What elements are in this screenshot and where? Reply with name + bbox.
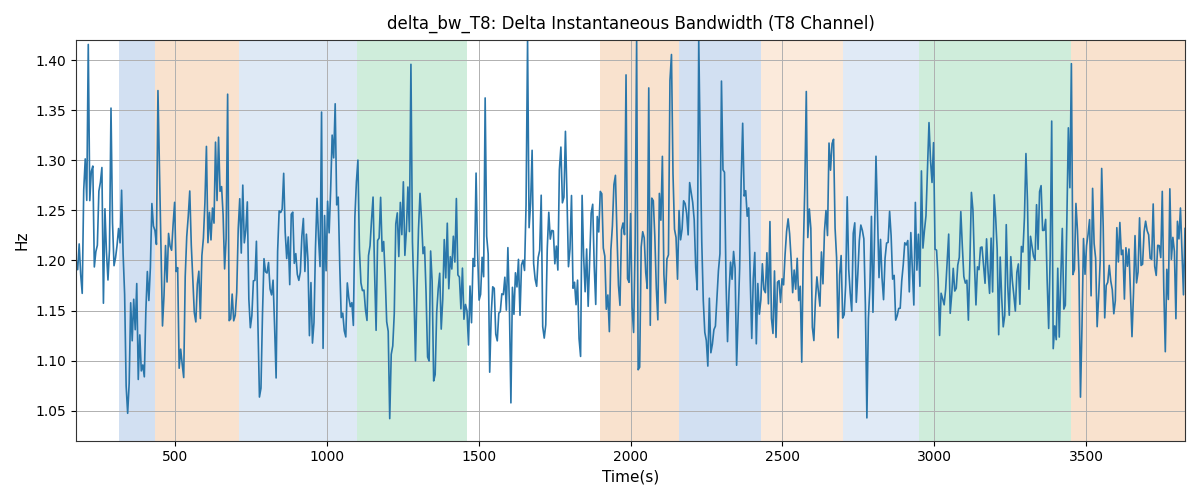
Bar xyxy=(600,40,679,440)
Bar xyxy=(155,40,239,440)
Bar xyxy=(679,40,761,440)
Y-axis label: Hz: Hz xyxy=(14,230,30,250)
Bar xyxy=(919,40,1072,440)
Title: delta_bw_T8: Delta Instantaneous Bandwidth (T8 Channel): delta_bw_T8: Delta Instantaneous Bandwid… xyxy=(386,15,875,34)
Bar xyxy=(119,40,155,440)
Bar xyxy=(1072,40,1184,440)
Bar xyxy=(844,40,919,440)
Bar xyxy=(358,40,467,440)
Bar xyxy=(239,40,358,440)
X-axis label: Time(s): Time(s) xyxy=(602,470,659,485)
Bar xyxy=(761,40,844,440)
